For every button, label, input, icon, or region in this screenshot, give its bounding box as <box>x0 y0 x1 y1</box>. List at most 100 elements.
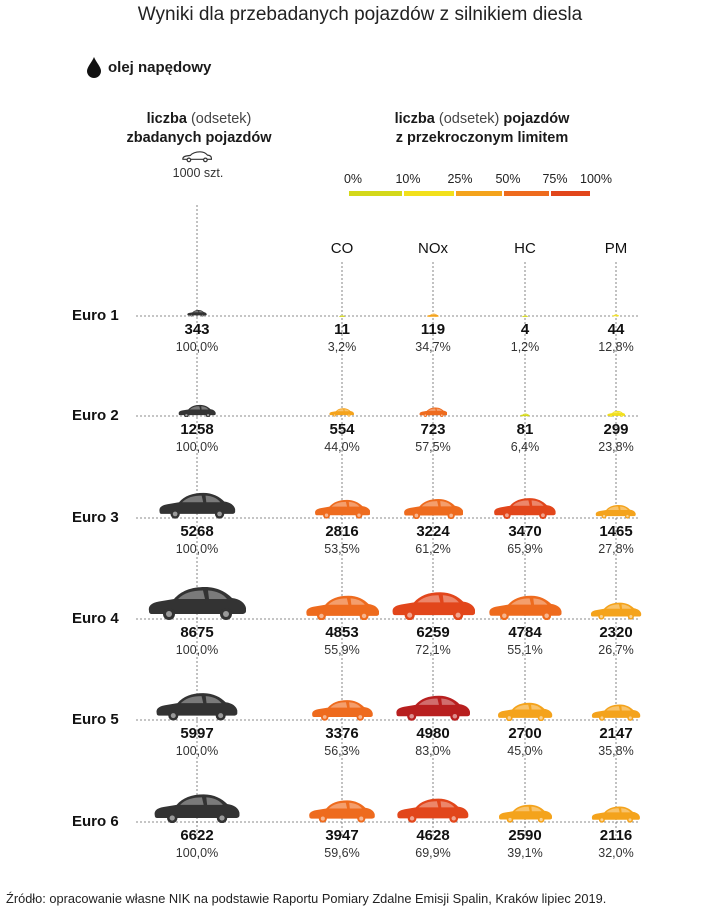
exceed-car-mark <box>498 702 553 721</box>
exceed-percent: 6,4% <box>510 440 540 454</box>
scale-label: 10% <box>395 172 421 186</box>
exceed-count: 11 <box>334 321 350 338</box>
row-label: Euro 5 <box>72 711 119 728</box>
scale-segment <box>456 191 502 196</box>
exceed-percent: 34,7% <box>415 340 451 354</box>
row-label: Euro 1 <box>72 307 119 324</box>
scale-segment <box>551 191 590 196</box>
total-percent: 100,0% <box>175 440 219 454</box>
exceed-percent: 53,5% <box>324 542 360 556</box>
exceed-percent: 55,1% <box>507 643 543 657</box>
exceed-count: 2590 <box>508 827 542 844</box>
right-header-bold: liczba <box>394 111 435 127</box>
total-count: 6622 <box>180 827 214 844</box>
exceed-count: 1465 <box>599 523 633 540</box>
exceed-car-mark <box>489 595 562 620</box>
exceed-count: 3947 <box>325 827 359 844</box>
exceed-car-mark <box>520 413 530 417</box>
exceed-count: 3376 <box>325 725 359 742</box>
exceed-count: 723 <box>420 421 446 438</box>
exceed-percent: 27,8% <box>598 542 634 556</box>
total-count: 5997 <box>180 725 214 742</box>
oil-drop-icon <box>87 57 101 78</box>
exceed-car-mark <box>596 505 637 519</box>
exceed-car-mark <box>498 804 552 823</box>
total-car-mark <box>154 794 240 823</box>
exceed-percent: 55,9% <box>324 643 360 657</box>
exceed-count: 4 <box>520 321 530 338</box>
column-header-hc: HC <box>514 240 536 257</box>
exceed-car-mark <box>592 704 641 721</box>
exceed-percent: 12,8% <box>598 340 634 354</box>
exceed-car-mark <box>522 315 528 317</box>
total-count: 5268 <box>180 523 214 540</box>
exceed-car-mark <box>494 498 556 519</box>
exceed-count: 119 <box>420 321 446 338</box>
exceed-percent: 57,5% <box>415 440 451 454</box>
exceed-car-mark <box>591 602 642 620</box>
total-percent: 100,0% <box>175 744 219 758</box>
exceed-percent: 72,1% <box>415 643 451 657</box>
right-column-header: liczba (odsetek) pojazdów z przekroczony… <box>334 110 630 148</box>
row-label: Euro 4 <box>72 610 119 627</box>
exceed-count: 2147 <box>599 725 633 742</box>
exceed-count: 3470 <box>508 523 542 540</box>
total-percent: 100,0% <box>175 643 219 657</box>
chart-title: Wyniki dla przebadanych pojazdów z silni… <box>137 4 583 25</box>
scale-label: 50% <box>495 172 521 186</box>
exceed-percent: 59,6% <box>324 846 360 860</box>
exceed-percent: 69,9% <box>415 846 451 860</box>
column-header-co: CO <box>330 240 354 257</box>
exceed-percent: 61,2% <box>415 542 451 556</box>
scale-segment <box>349 191 402 196</box>
right-header-line2: z przekroczonym limitem <box>395 130 569 146</box>
exceed-percent: 26,7% <box>598 643 634 657</box>
exceed-count: 44 <box>607 321 625 338</box>
exceed-count: 4853 <box>325 624 359 641</box>
scale-label: 100% <box>580 172 612 186</box>
exceed-percent: 83,0% <box>415 744 451 758</box>
source-note: Źródło: opracowanie własne NIK na podsta… <box>6 891 607 906</box>
exceed-count: 2116 <box>599 827 633 844</box>
right-header-thin: (odsetek) <box>438 111 500 127</box>
left-header-thin: (odsetek) <box>190 111 252 127</box>
exceed-count: 2700 <box>508 725 542 742</box>
left-header-bold: liczba <box>146 111 187 127</box>
exceed-percent: 1,2% <box>510 340 540 354</box>
exceed-percent: 65,9% <box>507 542 543 556</box>
exceed-car-mark <box>311 700 373 721</box>
scale-label: 75% <box>542 172 568 186</box>
exceed-car-mark <box>339 315 345 317</box>
total-car-mark <box>159 493 236 519</box>
exceed-count: 299 <box>603 421 629 438</box>
left-column-header: liczba (odsetek) zbadanych pojazdów <box>96 110 302 148</box>
exceed-car-mark <box>419 407 448 417</box>
exceed-car-mark <box>314 500 370 519</box>
unit-car-icon <box>182 151 212 163</box>
scale-label: 25% <box>447 172 473 186</box>
unit-label: 1000 szt. <box>172 166 224 180</box>
column-header-pm: PM <box>604 240 628 257</box>
exceed-count: 2320 <box>599 624 633 641</box>
exceed-car-mark <box>612 314 620 317</box>
exceed-car-mark <box>427 313 439 317</box>
exceed-percent: 23,8% <box>598 440 634 454</box>
total-percent: 100,0% <box>175 542 219 556</box>
total-percent: 100,0% <box>175 846 219 860</box>
exceed-count: 4784 <box>508 624 542 641</box>
exceed-car-mark <box>403 498 463 519</box>
exceed-car-mark <box>396 695 471 721</box>
exceed-percent: 56,3% <box>324 744 360 758</box>
exceed-car-mark <box>607 410 626 417</box>
row-label: Euro 3 <box>72 509 119 526</box>
exceed-percent: 45,0% <box>507 744 543 758</box>
exceed-percent: 39,1% <box>507 846 543 860</box>
row-label: Euro 2 <box>72 407 119 424</box>
fuel-label: olej napędowy <box>108 58 212 76</box>
total-count: 343 <box>184 321 210 338</box>
total-percent: 100,0% <box>175 340 219 354</box>
row-label: Euro 6 <box>72 813 119 830</box>
exceed-car-mark <box>592 806 641 823</box>
exceed-count: 4980 <box>416 725 450 742</box>
column-header-nox: NOx <box>418 240 448 257</box>
